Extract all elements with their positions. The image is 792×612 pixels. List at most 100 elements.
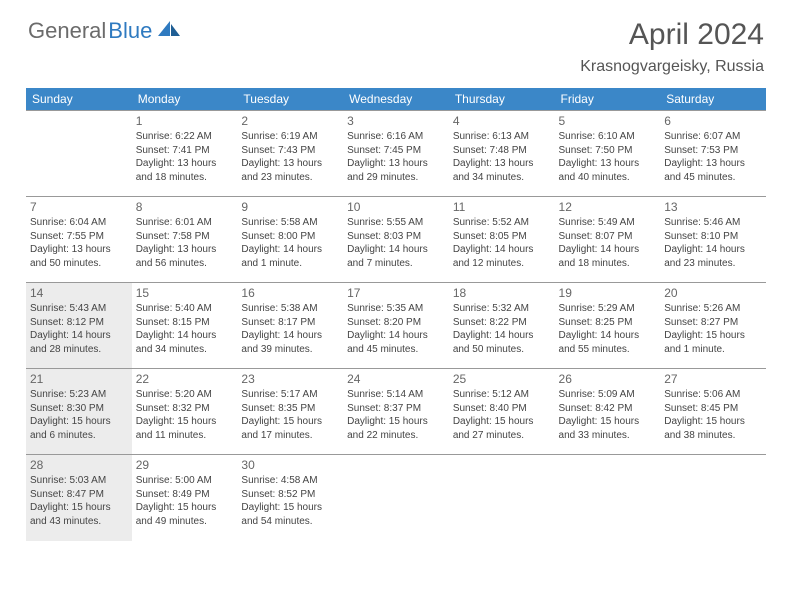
calendar-cell: 5Sunrise: 6:10 AMSunset: 7:50 PMDaylight… <box>555 111 661 197</box>
daylight-text: Daylight: 14 hours and 7 minutes. <box>347 243 445 270</box>
day-number: 22 <box>136 371 234 387</box>
calendar-cell: 9Sunrise: 5:58 AMSunset: 8:00 PMDaylight… <box>237 197 343 283</box>
sunset-text: Sunset: 8:22 PM <box>453 316 551 330</box>
sunrise-text: Sunrise: 6:01 AM <box>136 216 234 230</box>
sunrise-text: Sunrise: 5:06 AM <box>664 388 762 402</box>
calendar-cell: 17Sunrise: 5:35 AMSunset: 8:20 PMDayligh… <box>343 283 449 369</box>
sunrise-text: Sunrise: 5:58 AM <box>241 216 339 230</box>
sunrise-text: Sunrise: 5:43 AM <box>30 302 128 316</box>
day-number: 2 <box>241 113 339 129</box>
daylight-text: Daylight: 15 hours and 22 minutes. <box>347 415 445 442</box>
day-number: 1 <box>136 113 234 129</box>
day-number: 11 <box>453 199 551 215</box>
calendar-row: 21Sunrise: 5:23 AMSunset: 8:30 PMDayligh… <box>26 369 766 455</box>
day-number: 4 <box>453 113 551 129</box>
daylight-text: Daylight: 15 hours and 11 minutes. <box>136 415 234 442</box>
calendar-cell: 3Sunrise: 6:16 AMSunset: 7:45 PMDaylight… <box>343 111 449 197</box>
daylight-text: Daylight: 15 hours and 38 minutes. <box>664 415 762 442</box>
sunrise-text: Sunrise: 5:46 AM <box>664 216 762 230</box>
day-number: 13 <box>664 199 762 215</box>
daylight-text: Daylight: 14 hours and 50 minutes. <box>453 329 551 356</box>
weekday-header: Tuesday <box>237 88 343 111</box>
sunset-text: Sunset: 7:41 PM <box>136 144 234 158</box>
sunset-text: Sunset: 8:37 PM <box>347 402 445 416</box>
calendar-row: 7Sunrise: 6:04 AMSunset: 7:55 PMDaylight… <box>26 197 766 283</box>
sunset-text: Sunset: 7:48 PM <box>453 144 551 158</box>
day-number: 19 <box>559 285 657 301</box>
month-title: April 2024 <box>580 18 764 52</box>
calendar-cell <box>555 455 661 541</box>
calendar-cell: 14Sunrise: 5:43 AMSunset: 8:12 PMDayligh… <box>26 283 132 369</box>
sunrise-text: Sunrise: 6:10 AM <box>559 130 657 144</box>
calendar-cell: 27Sunrise: 5:06 AMSunset: 8:45 PMDayligh… <box>660 369 766 455</box>
daylight-text: Daylight: 14 hours and 55 minutes. <box>559 329 657 356</box>
daylight-text: Daylight: 14 hours and 39 minutes. <box>241 329 339 356</box>
header: General Blue April 2024 Krasnogvargeisky… <box>0 0 792 78</box>
sunrise-text: Sunrise: 5:35 AM <box>347 302 445 316</box>
daylight-text: Daylight: 13 hours and 56 minutes. <box>136 243 234 270</box>
sunset-text: Sunset: 8:10 PM <box>664 230 762 244</box>
calendar-cell <box>343 455 449 541</box>
calendar-cell: 20Sunrise: 5:26 AMSunset: 8:27 PMDayligh… <box>660 283 766 369</box>
sunrise-text: Sunrise: 6:13 AM <box>453 130 551 144</box>
sunset-text: Sunset: 8:15 PM <box>136 316 234 330</box>
day-number: 25 <box>453 371 551 387</box>
day-number: 27 <box>664 371 762 387</box>
sunset-text: Sunset: 8:32 PM <box>136 402 234 416</box>
calendar-cell: 19Sunrise: 5:29 AMSunset: 8:25 PMDayligh… <box>555 283 661 369</box>
logo-text-blue: Blue <box>108 18 152 44</box>
calendar-cell: 21Sunrise: 5:23 AMSunset: 8:30 PMDayligh… <box>26 369 132 455</box>
calendar-cell: 4Sunrise: 6:13 AMSunset: 7:48 PMDaylight… <box>449 111 555 197</box>
day-number: 18 <box>453 285 551 301</box>
sunrise-text: Sunrise: 5:23 AM <box>30 388 128 402</box>
sunrise-text: Sunrise: 5:52 AM <box>453 216 551 230</box>
sunrise-text: Sunrise: 6:07 AM <box>664 130 762 144</box>
daylight-text: Daylight: 15 hours and 33 minutes. <box>559 415 657 442</box>
sunrise-text: Sunrise: 6:19 AM <box>241 130 339 144</box>
sunset-text: Sunset: 7:53 PM <box>664 144 762 158</box>
calendar-table: SundayMondayTuesdayWednesdayThursdayFrid… <box>26 88 766 541</box>
calendar-cell: 28Sunrise: 5:03 AMSunset: 8:47 PMDayligh… <box>26 455 132 541</box>
calendar-cell: 29Sunrise: 5:00 AMSunset: 8:49 PMDayligh… <box>132 455 238 541</box>
calendar-cell: 2Sunrise: 6:19 AMSunset: 7:43 PMDaylight… <box>237 111 343 197</box>
calendar-cell: 11Sunrise: 5:52 AMSunset: 8:05 PMDayligh… <box>449 197 555 283</box>
sunrise-text: Sunrise: 6:22 AM <box>136 130 234 144</box>
day-number: 16 <box>241 285 339 301</box>
sunset-text: Sunset: 8:00 PM <box>241 230 339 244</box>
daylight-text: Daylight: 15 hours and 1 minute. <box>664 329 762 356</box>
calendar-cell: 22Sunrise: 5:20 AMSunset: 8:32 PMDayligh… <box>132 369 238 455</box>
day-number: 10 <box>347 199 445 215</box>
daylight-text: Daylight: 14 hours and 23 minutes. <box>664 243 762 270</box>
calendar-cell <box>449 455 555 541</box>
daylight-text: Daylight: 14 hours and 18 minutes. <box>559 243 657 270</box>
daylight-text: Daylight: 14 hours and 34 minutes. <box>136 329 234 356</box>
sunset-text: Sunset: 7:55 PM <box>30 230 128 244</box>
sunrise-text: Sunrise: 5:49 AM <box>559 216 657 230</box>
day-number: 30 <box>241 457 339 473</box>
logo: General Blue <box>28 18 182 44</box>
sunset-text: Sunset: 8:05 PM <box>453 230 551 244</box>
day-number: 21 <box>30 371 128 387</box>
calendar-cell: 13Sunrise: 5:46 AMSunset: 8:10 PMDayligh… <box>660 197 766 283</box>
daylight-text: Daylight: 13 hours and 34 minutes. <box>453 157 551 184</box>
calendar-row: 1Sunrise: 6:22 AMSunset: 7:41 PMDaylight… <box>26 111 766 197</box>
sail-icon <box>156 19 182 44</box>
day-number: 20 <box>664 285 762 301</box>
day-number: 9 <box>241 199 339 215</box>
calendar-cell: 7Sunrise: 6:04 AMSunset: 7:55 PMDaylight… <box>26 197 132 283</box>
day-number: 29 <box>136 457 234 473</box>
sunrise-text: Sunrise: 5:00 AM <box>136 474 234 488</box>
day-number: 15 <box>136 285 234 301</box>
calendar-cell <box>26 111 132 197</box>
sunset-text: Sunset: 7:50 PM <box>559 144 657 158</box>
calendar-row: 14Sunrise: 5:43 AMSunset: 8:12 PMDayligh… <box>26 283 766 369</box>
weekday-header: Friday <box>555 88 661 111</box>
calendar-cell: 24Sunrise: 5:14 AMSunset: 8:37 PMDayligh… <box>343 369 449 455</box>
daylight-text: Daylight: 15 hours and 43 minutes. <box>30 501 128 528</box>
calendar-cell: 25Sunrise: 5:12 AMSunset: 8:40 PMDayligh… <box>449 369 555 455</box>
daylight-text: Daylight: 13 hours and 18 minutes. <box>136 157 234 184</box>
weekday-header: Saturday <box>660 88 766 111</box>
sunrise-text: Sunrise: 5:12 AM <box>453 388 551 402</box>
calendar-cell: 1Sunrise: 6:22 AMSunset: 7:41 PMDaylight… <box>132 111 238 197</box>
day-number: 17 <box>347 285 445 301</box>
